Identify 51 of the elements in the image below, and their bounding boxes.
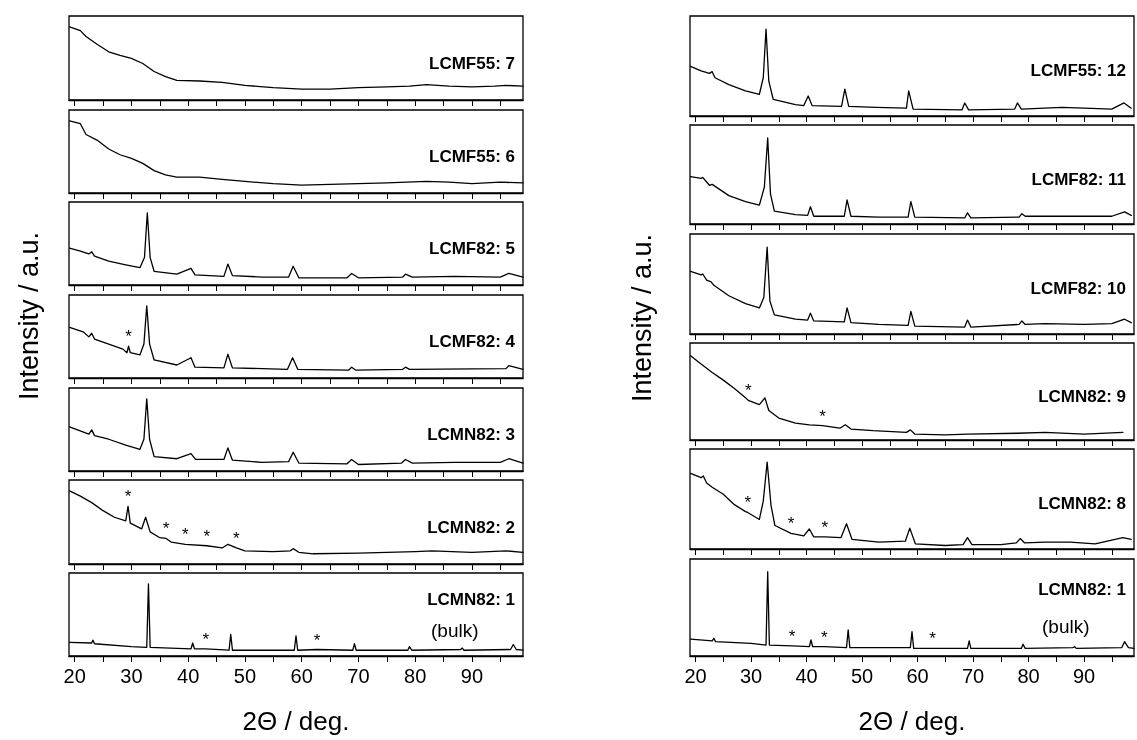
y-axis-title: Intensity / a.u. bbox=[626, 233, 658, 402]
x-tick-label: 90 bbox=[460, 665, 484, 687]
series-label: LCMN82: 9 bbox=[1038, 386, 1127, 406]
text: LCMN82: 1 bbox=[1038, 580, 1127, 599]
series-label: LCMF55: 7 bbox=[429, 53, 516, 73]
series-label: LCMF55: 12 bbox=[1030, 61, 1127, 80]
x-tick-label: 20 bbox=[684, 665, 707, 687]
annotation: * bbox=[821, 517, 829, 537]
annotation: * bbox=[162, 519, 170, 539]
x-tick-label: 80 bbox=[404, 665, 427, 687]
x-tick-label: 30 bbox=[739, 665, 763, 687]
x-tick-label: 60 bbox=[906, 665, 929, 687]
x-tick-label: 40 bbox=[795, 665, 818, 687]
annotation: * bbox=[744, 493, 752, 513]
annotation: (bulk) bbox=[431, 620, 479, 642]
x-tick-label: 50 bbox=[850, 665, 874, 687]
annotation: * bbox=[788, 626, 796, 646]
x-tick-label: 30 bbox=[120, 665, 143, 687]
x-tick-label: 70 bbox=[961, 665, 985, 687]
series-label: LCMF82: 5 bbox=[429, 239, 516, 259]
x-axis-title: 2Θ / deg. bbox=[858, 706, 966, 736]
x-tick-label: 60 bbox=[290, 665, 313, 687]
annotation: * bbox=[929, 629, 937, 649]
series-label: LCMF82: 10 bbox=[1030, 279, 1127, 298]
x-tick-label: 90 bbox=[1072, 665, 1096, 687]
annotation: * bbox=[821, 627, 828, 647]
annotation: * bbox=[819, 406, 827, 426]
x-axis-title: 2Θ / deg. bbox=[242, 706, 350, 736]
y-axis-title: Intensity / a.u. bbox=[13, 231, 45, 401]
annotation: * bbox=[125, 327, 133, 347]
annotation: * bbox=[787, 514, 795, 534]
annotation: * bbox=[124, 487, 132, 507]
x-tick-label: 80 bbox=[1017, 665, 1040, 687]
x-tick-label: 70 bbox=[347, 665, 370, 687]
x-tick-label: 20 bbox=[63, 665, 86, 687]
annotation: * bbox=[202, 629, 210, 649]
x-tick-label: 50 bbox=[233, 665, 257, 687]
series-label: LCMN82: 8 bbox=[1038, 494, 1127, 513]
text: LCMN82: 1 bbox=[427, 590, 516, 610]
annotation: * bbox=[744, 381, 752, 401]
annotation: * bbox=[182, 525, 190, 545]
annotation: * bbox=[233, 528, 241, 548]
x-tick-label: 40 bbox=[177, 665, 200, 687]
annotation: * bbox=[313, 630, 321, 650]
series-label: LCMF82: 4 bbox=[429, 332, 516, 352]
series-label: LCMF55: 6 bbox=[429, 147, 516, 167]
annotation: * bbox=[203, 526, 211, 546]
series-label: LCMN82: 2 bbox=[427, 517, 516, 537]
annotation: (bulk) bbox=[1042, 616, 1090, 637]
series-label: LCMF82: 11 bbox=[1031, 169, 1127, 189]
series-label: LCMN82: 3 bbox=[427, 425, 516, 445]
